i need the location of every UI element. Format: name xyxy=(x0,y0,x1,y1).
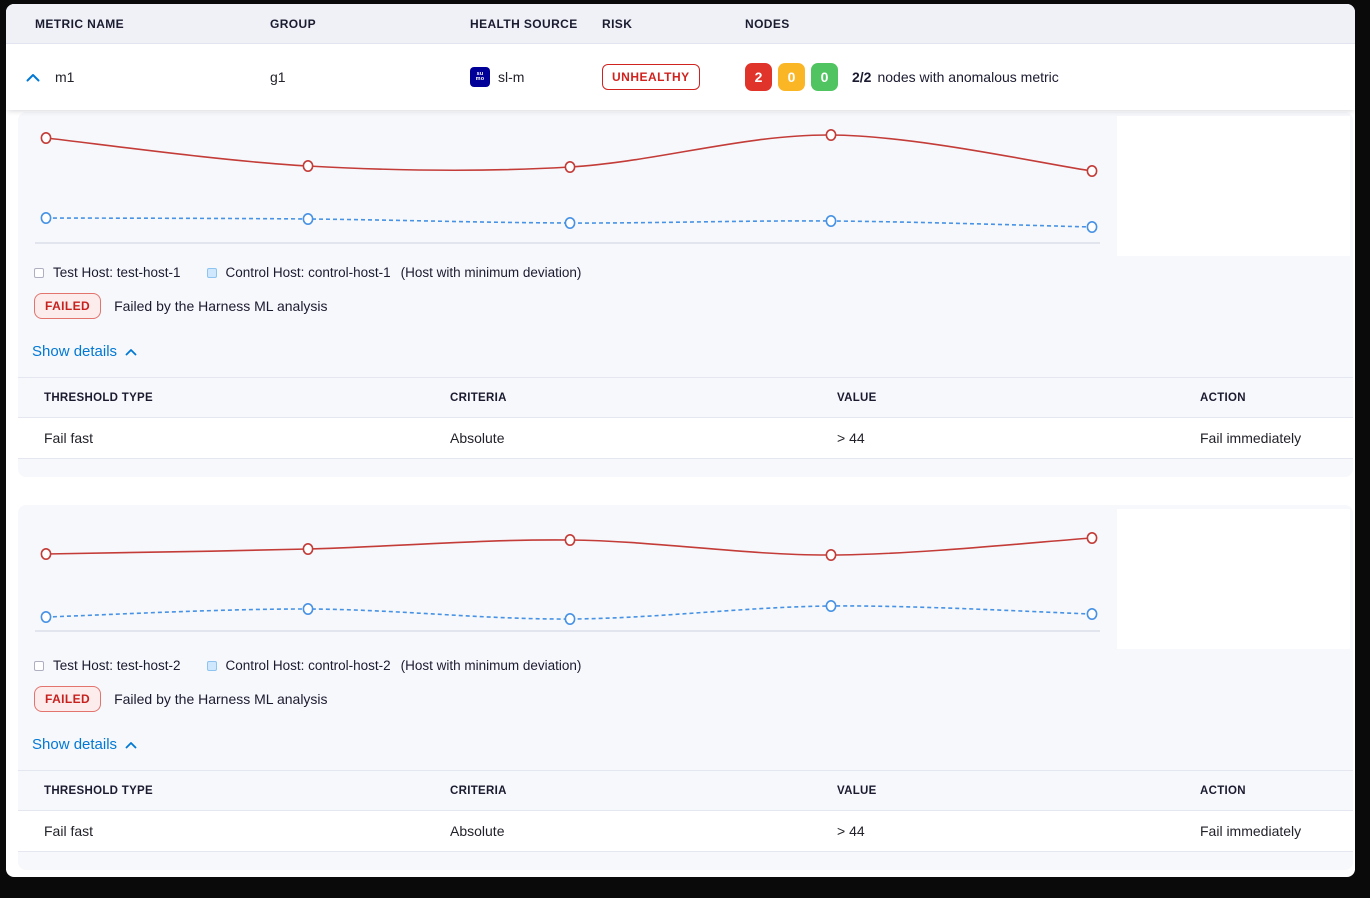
health-source-value: sl-m xyxy=(498,69,525,85)
legend-item-control-host[interactable]: Control Host: control-host-2 xyxy=(206,658,391,673)
sumo-logic-icon: su mo xyxy=(470,67,490,87)
cell-value: > 44 xyxy=(829,417,1192,459)
legend-item-test-host[interactable]: Test Host: test-host-2 xyxy=(34,658,181,673)
chart-side-panel xyxy=(1117,509,1350,649)
analysis-status-row: FAILED Failed by the Harness ML analysis xyxy=(34,686,1353,712)
metric-name-value: m1 xyxy=(55,69,75,85)
timeseries-chart-host-1[interactable] xyxy=(18,116,1117,256)
cell-criteria: Absolute xyxy=(442,417,829,459)
cell-threshold-type: Fail fast xyxy=(18,417,442,459)
expanded-metric-details: Test Host: test-host-1 Control Host: con… xyxy=(6,110,1355,870)
group-value: g1 xyxy=(270,69,286,85)
legend-label-control-host: Control Host: control-host-1 xyxy=(225,265,391,280)
cell-criteria: Absolute xyxy=(442,810,829,852)
host-analysis-card-1: Test Host: test-host-1 Control Host: con… xyxy=(18,112,1353,477)
timeseries-chart-host-2[interactable] xyxy=(18,509,1117,649)
node-count-badges: 2 0 0 xyxy=(745,63,838,91)
legend-label-control-host: Control Host: control-host-2 xyxy=(225,658,391,673)
failed-badge: FAILED xyxy=(34,686,102,712)
legend-label-test-host: Test Host: test-host-2 xyxy=(53,658,181,673)
host-analysis-card-2: Test Host: test-host-2 Control Host: con… xyxy=(18,505,1353,870)
chart-side-panel xyxy=(1117,116,1350,256)
threshold-details-table: THRESHOLD TYPE CRITERIA VALUE ACTION Fai… xyxy=(18,770,1353,852)
column-header-risk: RISK xyxy=(602,16,633,31)
th-criteria: CRITERIA xyxy=(442,770,829,811)
table-header-row: THRESHOLD TYPE CRITERIA VALUE ACTION xyxy=(18,377,1353,418)
th-threshold-type: THRESHOLD TYPE xyxy=(18,770,442,811)
th-action: ACTION xyxy=(1192,770,1353,811)
show-details-toggle[interactable]: Show details xyxy=(32,736,137,753)
table-header-row: THRESHOLD TYPE CRITERIA VALUE ACTION xyxy=(18,770,1353,811)
failed-badge: FAILED xyxy=(34,293,102,319)
cell-action: Fail immediately xyxy=(1192,810,1353,852)
legend-label-test-host: Test Host: test-host-1 xyxy=(53,265,181,280)
legend-swatch-control-host xyxy=(206,660,217,671)
column-header-nodes: NODES xyxy=(745,16,790,31)
chart-row xyxy=(18,116,1353,256)
threshold-details-table: THRESHOLD TYPE CRITERIA VALUE ACTION Fai… xyxy=(18,377,1353,459)
th-criteria: CRITERIA xyxy=(442,377,829,418)
analysis-status-message: Failed by the Harness ML analysis xyxy=(114,691,328,707)
observe-node-count-badge: 0 xyxy=(778,63,805,91)
chevron-up-icon xyxy=(125,741,137,748)
column-header-group: GROUP xyxy=(270,16,317,31)
cell-value: > 44 xyxy=(829,810,1192,852)
chevron-up-icon xyxy=(125,348,137,355)
th-action: ACTION xyxy=(1192,377,1353,418)
healthy-node-count-badge: 0 xyxy=(811,63,838,91)
chart-legend: Test Host: test-host-2 Control Host: con… xyxy=(34,658,1353,673)
minimum-deviation-note: (Host with minimum deviation) xyxy=(400,658,582,673)
cell-threshold-type: Fail fast xyxy=(18,810,442,852)
column-header-health-source: HEALTH SOURCE xyxy=(470,16,578,31)
show-details-toggle[interactable]: Show details xyxy=(32,343,137,360)
analysis-status-row: FAILED Failed by the Harness ML analysis xyxy=(34,293,1353,319)
th-threshold-type: THRESHOLD TYPE xyxy=(18,377,442,418)
unhealthy-node-count-badge: 2 xyxy=(745,63,772,91)
cell-action: Fail immediately xyxy=(1192,417,1353,459)
minimum-deviation-note: (Host with minimum deviation) xyxy=(400,265,582,280)
chevron-up-icon xyxy=(26,73,40,81)
table-row: Fail fast Absolute > 44 Fail immediately xyxy=(18,417,1353,459)
node-summary-text: 2/2 nodes with anomalous metric xyxy=(852,69,1059,85)
th-value: VALUE xyxy=(829,770,1192,811)
metrics-table-header: METRIC NAME GROUP HEALTH SOURCE RISK NOD… xyxy=(6,4,1355,44)
legend-swatch-test-host xyxy=(34,660,44,671)
metric-row: m1 g1 su mo sl-m UNHEALTHY 2 0 0 2/2 node… xyxy=(6,44,1355,110)
chart-legend: Test Host: test-host-1 Control Host: con… xyxy=(34,265,1353,280)
legend-item-test-host[interactable]: Test Host: test-host-1 xyxy=(34,265,181,280)
verification-metrics-panel: METRIC NAME GROUP HEALTH SOURCE RISK NOD… xyxy=(6,4,1355,877)
legend-swatch-test-host xyxy=(34,267,44,278)
risk-status-badge: UNHEALTHY xyxy=(602,64,700,90)
analysis-status-message: Failed by the Harness ML analysis xyxy=(114,298,328,314)
chart-row xyxy=(18,509,1353,649)
column-header-metric-name: METRIC NAME xyxy=(35,16,125,31)
legend-swatch-control-host xyxy=(206,267,217,278)
th-value: VALUE xyxy=(829,377,1192,418)
collapse-row-button[interactable] xyxy=(24,71,42,84)
table-row: Fail fast Absolute > 44 Fail immediately xyxy=(18,810,1353,852)
legend-item-control-host[interactable]: Control Host: control-host-1 xyxy=(206,265,391,280)
